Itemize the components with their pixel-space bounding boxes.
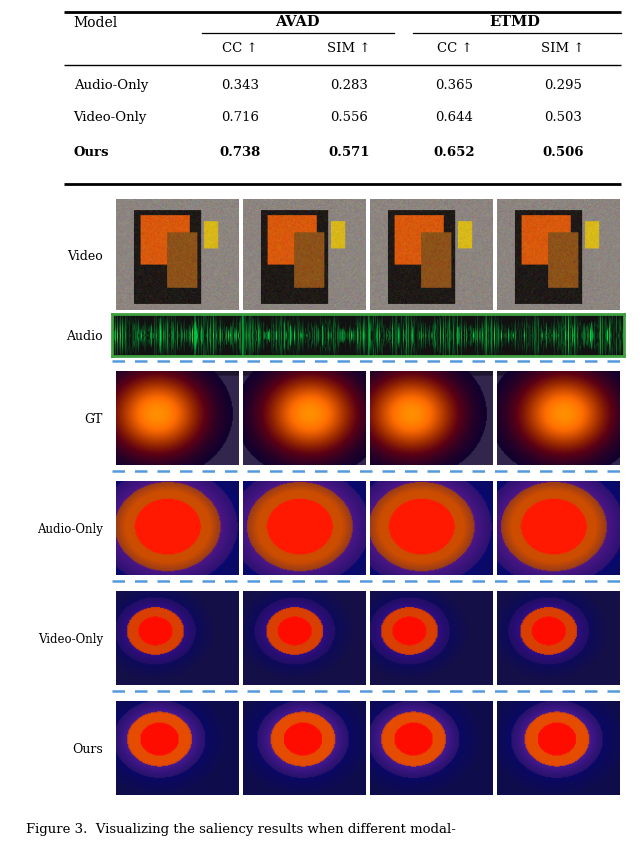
Text: 0.738: 0.738 (220, 146, 260, 159)
Text: Figure 3.  Visualizing the saliency results when different modal-: Figure 3. Visualizing the saliency resul… (26, 822, 456, 835)
Text: Model: Model (74, 16, 118, 31)
Text: Audio: Audio (67, 329, 103, 343)
Text: 0.343: 0.343 (221, 78, 259, 92)
Text: SIM ↑: SIM ↑ (327, 43, 371, 55)
Text: SIM ↑: SIM ↑ (541, 43, 585, 55)
Text: AVAD: AVAD (275, 14, 320, 29)
Text: Ours: Ours (72, 742, 103, 755)
Text: CC ↑: CC ↑ (222, 43, 258, 55)
Text: ETMD: ETMD (490, 14, 541, 29)
Text: Video: Video (67, 249, 103, 262)
Text: 0.652: 0.652 (433, 146, 476, 159)
Text: 0.365: 0.365 (435, 78, 474, 92)
Text: 0.556: 0.556 (330, 111, 368, 124)
Text: Audio-Only: Audio-Only (37, 522, 103, 535)
Text: 0.644: 0.644 (435, 111, 474, 124)
Text: 0.571: 0.571 (328, 146, 369, 159)
Text: CC ↑: CC ↑ (436, 43, 472, 55)
Text: 0.283: 0.283 (330, 78, 368, 92)
Text: Video-Only: Video-Only (74, 111, 147, 124)
Text: 0.716: 0.716 (221, 111, 259, 124)
Text: Audio-Only: Audio-Only (74, 78, 148, 92)
Text: 0.503: 0.503 (544, 111, 582, 124)
Text: 0.506: 0.506 (543, 146, 584, 159)
Text: GT: GT (84, 412, 103, 425)
Text: Video-Only: Video-Only (38, 632, 103, 645)
Text: 0.295: 0.295 (544, 78, 582, 92)
Text: Ours: Ours (74, 146, 109, 159)
